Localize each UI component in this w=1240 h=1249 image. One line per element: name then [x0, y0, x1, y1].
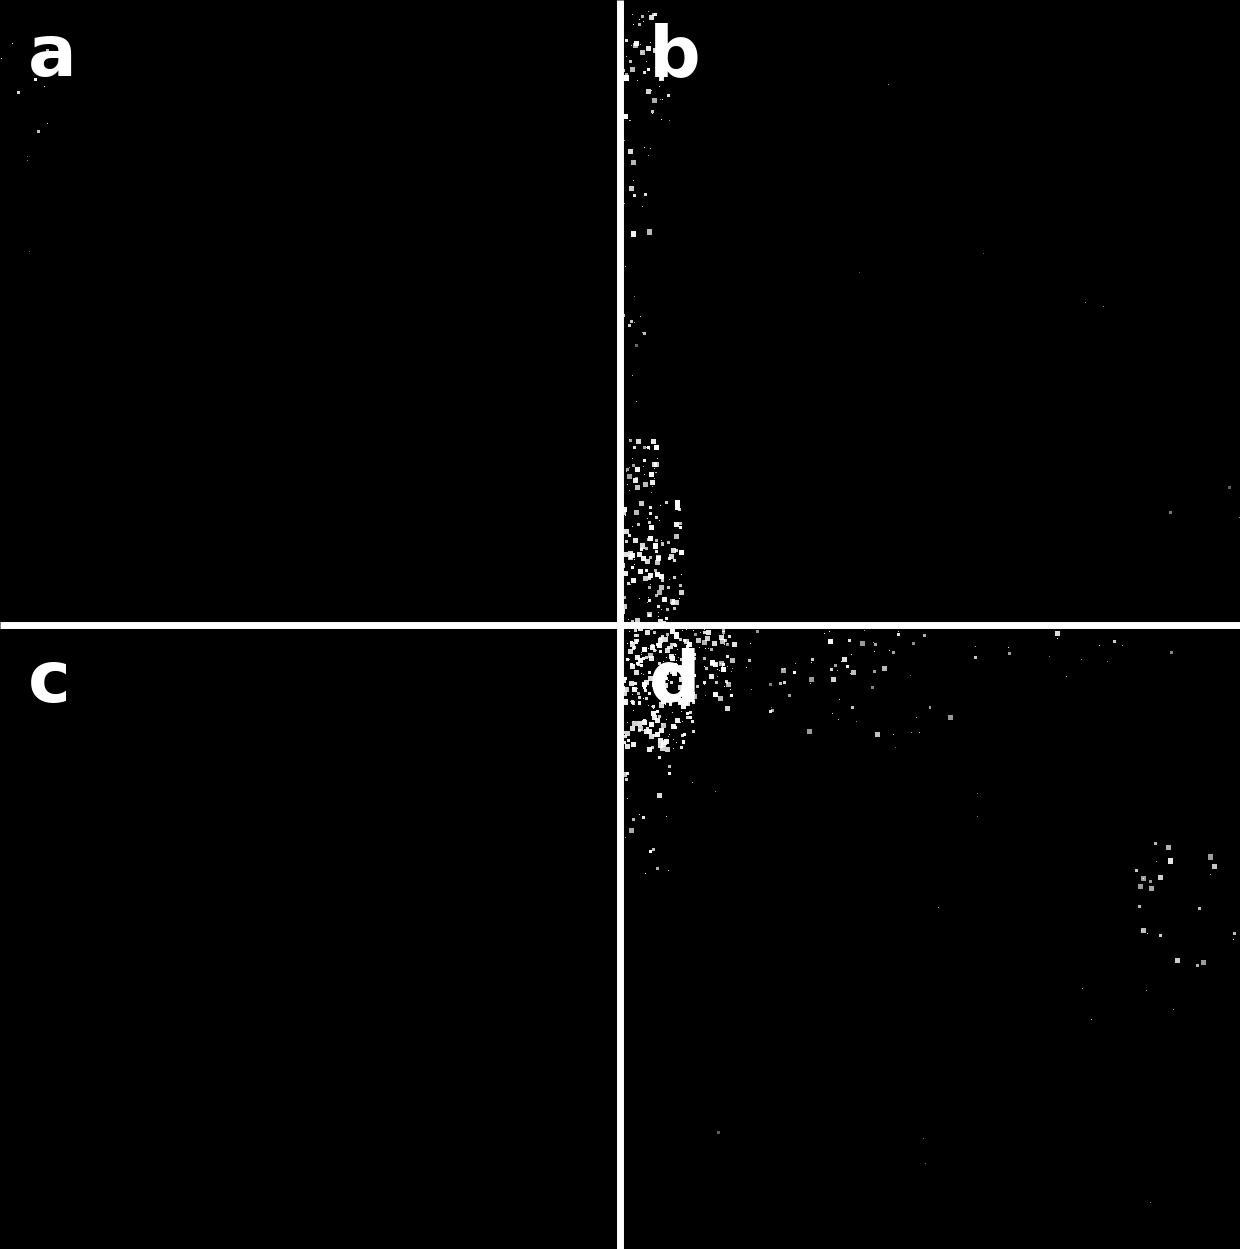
- Text: d: d: [649, 647, 701, 717]
- Text: c: c: [27, 647, 71, 717]
- Text: a: a: [27, 21, 77, 91]
- Text: b: b: [649, 21, 701, 91]
